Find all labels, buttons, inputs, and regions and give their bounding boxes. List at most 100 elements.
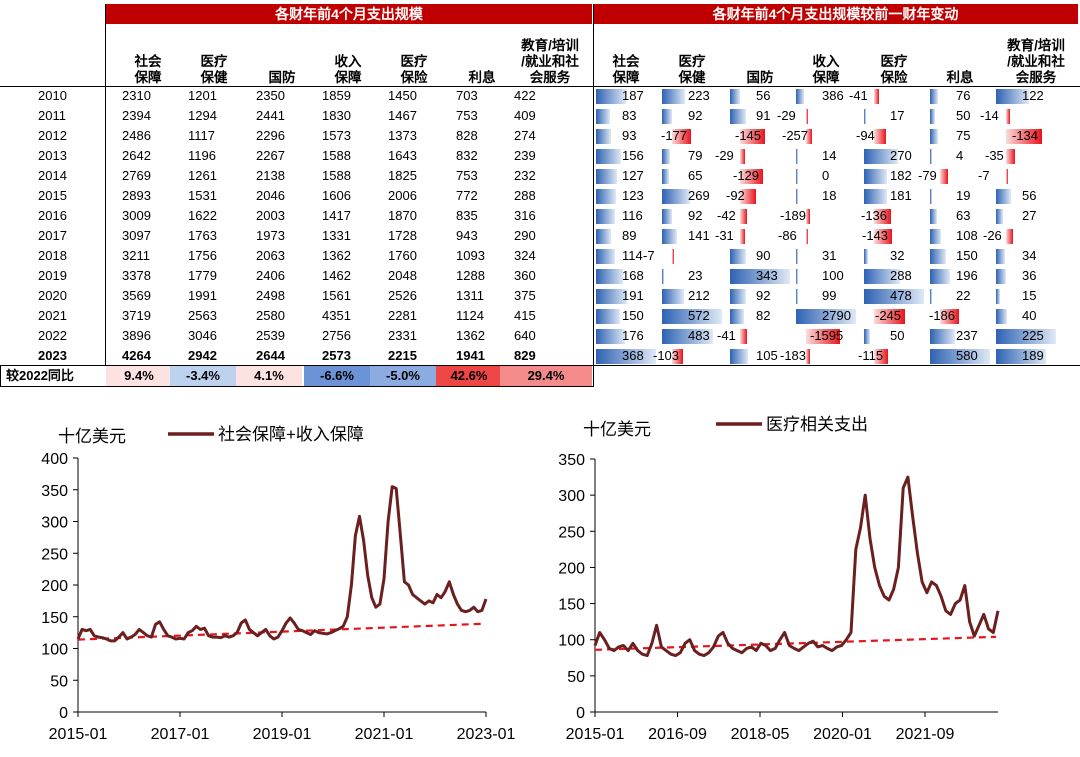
change-bar-negative: [806, 109, 808, 124]
change-bar-positive: [662, 289, 684, 304]
value-cell: 1588: [322, 148, 351, 163]
value-cell: 2580: [256, 308, 285, 323]
y-tick-label: 350: [558, 452, 585, 469]
value-cell: 2642: [122, 148, 151, 163]
change-bar-positive: [596, 169, 617, 184]
x-tick-label: 2016-09: [648, 726, 707, 743]
value-cell: 2539: [256, 328, 285, 343]
value-cell: 1117: [188, 128, 215, 143]
change-bar-positive: [796, 289, 798, 304]
col-header-line: 收入: [812, 54, 840, 69]
left-col-header: 医疗 保健: [184, 28, 244, 86]
change-bar-negative: [672, 129, 691, 144]
change-cell: 237: [956, 328, 978, 343]
y-tick-label: 0: [576, 705, 585, 722]
change-cell: 14: [822, 148, 837, 163]
row-year: 2017: [38, 228, 67, 243]
change-bar-positive: [930, 189, 932, 204]
value-cell: 1450: [388, 88, 417, 103]
row-year: 2018: [38, 248, 67, 263]
change-cell: -134: [1012, 128, 1039, 143]
value-cell: 1643: [388, 148, 417, 163]
row-year: 2013: [38, 148, 67, 163]
value-cell: 1093: [456, 248, 485, 263]
value-cell: 1373: [388, 128, 417, 143]
y-tick-label: 0: [59, 705, 68, 722]
series-line: [76, 485, 488, 643]
change-bar-positive: [930, 289, 932, 304]
change-bar-positive: [796, 149, 798, 164]
row-year: 2023: [38, 348, 67, 363]
total-rule: [0, 365, 1080, 366]
col-header-line: 国防: [746, 70, 774, 85]
right-col-header: 国防: [730, 28, 790, 86]
value-cell: 1462: [322, 268, 351, 283]
row-year: 2016: [38, 208, 67, 223]
change-bar-positive: [596, 309, 620, 324]
left-col-header: 教育/培训/就业和社 会服务: [510, 28, 590, 86]
change-cell: 181: [890, 188, 912, 203]
value-cell: 1362: [322, 248, 351, 263]
value-cell: 1261: [188, 168, 217, 183]
x-tick-label: 2020-01: [813, 726, 872, 743]
x-tick-label: 2015-01: [566, 726, 625, 743]
change-bar-positive: [662, 309, 722, 324]
value-cell: 1859: [322, 88, 351, 103]
change-bar-negative: [940, 309, 959, 324]
value-cell: 1763: [188, 228, 217, 243]
legend-label: 医疗相关支出: [766, 415, 868, 434]
change-cell: 212: [688, 288, 710, 303]
value-cell: 1779: [188, 268, 217, 283]
value-cell: 2441: [256, 108, 285, 123]
legend-label: 社会保障+收入保障: [218, 425, 364, 444]
value-cell: 2331: [388, 328, 417, 343]
value-cell: 2138: [256, 168, 285, 183]
change-cell: 187: [622, 88, 644, 103]
change-cell: 76: [956, 88, 971, 103]
line-chart: 0 50 100 150 200 250 300 350 400 2015-01 2017-01 20…: [41, 425, 515, 743]
y-tick-label: 100: [41, 642, 68, 659]
value-cell: 1606: [322, 188, 351, 203]
change-cell: 189: [1022, 348, 1044, 363]
change-bar-positive: [864, 329, 870, 344]
change-cell: -29: [715, 148, 734, 163]
change-cell: -1595: [810, 328, 844, 343]
value-cell: 3719: [122, 308, 151, 323]
change-cell: 56: [1022, 188, 1037, 203]
change-cell: 93: [622, 128, 637, 143]
x-tick-label: 2018-05: [731, 726, 790, 743]
change-bar-positive: [864, 109, 866, 124]
change-bar-positive: [662, 229, 677, 244]
change-bar-positive: [996, 189, 1011, 204]
change-cell: 31: [822, 248, 837, 263]
value-cell: 828: [456, 128, 478, 143]
x-tick-label: 2017-01: [151, 726, 210, 743]
change-bar-positive: [930, 229, 941, 244]
col-header-line: 保险: [400, 70, 428, 85]
change-cell: 0: [822, 168, 830, 183]
value-cell: 1417: [322, 208, 351, 223]
yoy-cell: -6.6%: [304, 366, 370, 386]
y-tick-label: 250: [41, 546, 68, 563]
x-tick-label: 2015-01: [49, 726, 108, 743]
change-bar-positive: [864, 249, 868, 264]
value-cell: 4264: [122, 348, 151, 363]
change-bar-positive: [996, 89, 1029, 104]
col-header-line: 医疗: [678, 54, 706, 69]
right-col-header: 社会 保障: [596, 28, 656, 86]
change-cell: 269: [688, 188, 710, 203]
change-cell: 478: [890, 288, 912, 303]
value-cell: 1288: [456, 268, 485, 283]
yoy-cell: 9.4%: [106, 366, 172, 386]
value-cell: 239: [514, 148, 536, 163]
col-header-line: 利息: [468, 70, 496, 85]
value-cell: 1973: [256, 228, 285, 243]
value-cell: 2046: [256, 188, 285, 203]
right-col-header: 利息: [930, 28, 990, 86]
row-year: 2012: [38, 128, 67, 143]
change-cell: -115: [858, 348, 884, 363]
change-cell: -183: [780, 348, 807, 363]
change-bar-positive: [930, 109, 935, 124]
change-bar-positive: [596, 289, 627, 304]
change-cell: 182: [890, 168, 912, 183]
